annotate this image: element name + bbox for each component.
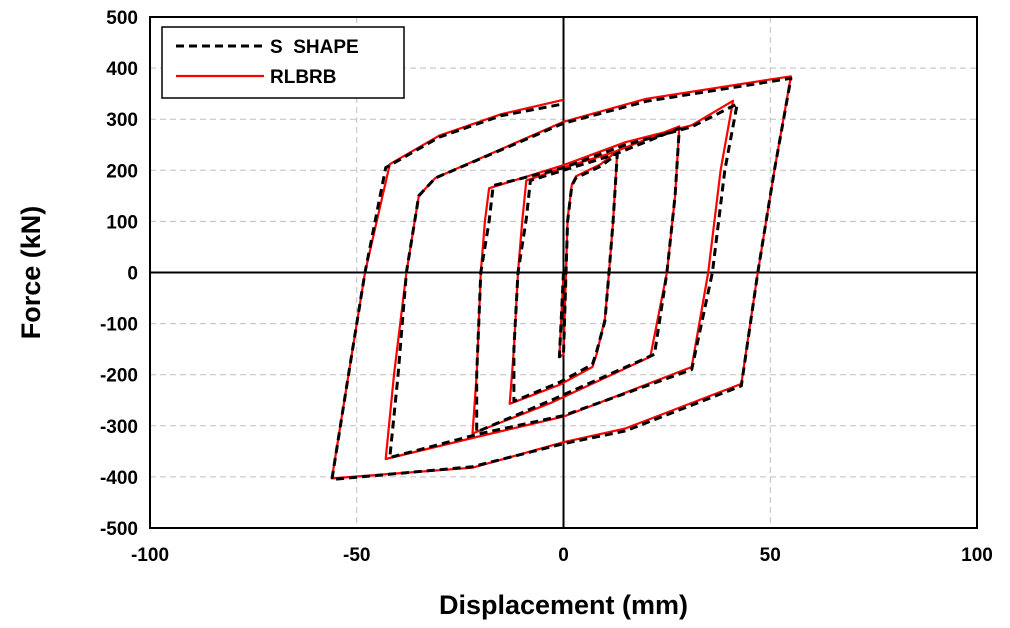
y-tick-label: -300 [100, 417, 138, 438]
x-tick-label: 50 [760, 545, 781, 566]
y-tick-label: 200 [106, 161, 138, 182]
y-tick-label: -100 [100, 315, 138, 336]
plot-frame [149, 16, 978, 529]
legend: S SHAPE RLBRB [161, 26, 405, 99]
x-tick-labels: -100 -50 0 50 100 [131, 545, 993, 566]
y-tick-label: -200 [100, 366, 138, 387]
y-tick-label: -400 [100, 468, 138, 489]
y-axis-title: Force (kN) [16, 206, 46, 340]
y-tick-label: 300 [106, 110, 138, 131]
y-tick-labels: -500 -400 -300 -200 -100 0 100 200 300 400 500 [100, 8, 138, 540]
legend-box [161, 26, 405, 99]
y-tick-label: 100 [106, 212, 138, 233]
x-tick-label: 0 [558, 545, 569, 566]
x-tick-label: -100 [131, 545, 169, 566]
x-tick-label: -50 [343, 545, 370, 566]
series-layer [330, 75, 793, 481]
series-line-s-shape [330, 76, 793, 481]
y-tick-label: 0 [127, 264, 138, 285]
y-tick-label: 400 [106, 59, 138, 80]
legend-label: RLBRB [270, 67, 337, 88]
x-axis-title: Displacement (mm) [439, 590, 688, 620]
legend-label: S SHAPE [270, 37, 359, 58]
x-tick-label: 100 [961, 545, 993, 566]
y-tick-label: 500 [106, 8, 138, 29]
y-tick-label: -500 [100, 519, 138, 540]
